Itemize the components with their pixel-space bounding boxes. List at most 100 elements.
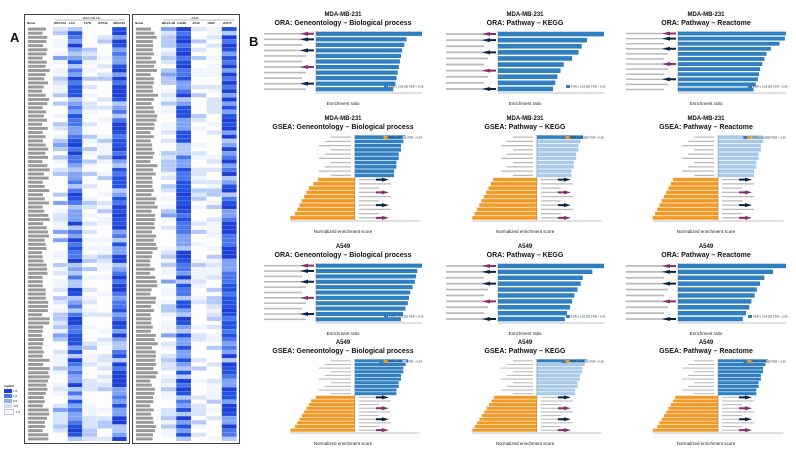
heatmap-cell bbox=[97, 113, 112, 119]
heatmap-cell bbox=[112, 118, 127, 123]
term-label bbox=[446, 75, 488, 78]
highlight-arrow-icon bbox=[662, 317, 676, 322]
heatmap-cell bbox=[97, 122, 112, 127]
heatmap-cell bbox=[206, 416, 222, 421]
term-label bbox=[626, 270, 668, 273]
chart-plot: FDR ≤ 0.05 FDR > 0.05 bbox=[290, 359, 422, 434]
chart-title: ORA: Pathway – Reactome bbox=[661, 20, 751, 27]
legend-label: FDR > 0.05 bbox=[773, 315, 788, 319]
highlight-arrow-icon bbox=[557, 215, 571, 220]
heatmap-cell bbox=[82, 316, 97, 321]
heatmap-cell bbox=[191, 151, 207, 156]
heatmap-cell bbox=[221, 180, 237, 185]
heatmap-cell bbox=[206, 142, 222, 148]
bar bbox=[672, 177, 719, 182]
heatmap-legend: log2FC 1.5 1.0 0.5 -0.5 -1.0 bbox=[4, 384, 26, 415]
heatmap-cell bbox=[67, 275, 83, 280]
legend-item-2: 1.0 bbox=[4, 394, 26, 399]
heatmap-cell bbox=[221, 76, 237, 81]
heatmap-cell bbox=[82, 358, 97, 363]
heatmap-cell bbox=[206, 262, 222, 268]
heatmap-cell bbox=[161, 184, 176, 189]
term-label bbox=[694, 161, 715, 164]
term-label bbox=[694, 393, 715, 395]
heatmap-cell bbox=[176, 333, 191, 338]
heatmap-cell bbox=[176, 378, 191, 384]
heatmap-cell bbox=[221, 271, 237, 276]
fdr-legend: FDR ≤ 0.05 FDR > 0.05 bbox=[379, 360, 422, 364]
heatmap-cell bbox=[112, 403, 127, 408]
heatmap-cell bbox=[176, 171, 191, 177]
heatmap-cell bbox=[97, 101, 112, 106]
heatmap-cell bbox=[191, 142, 207, 148]
heatmap-cell bbox=[161, 354, 176, 359]
heatmap-cell bbox=[206, 287, 222, 292]
heatmap-cell bbox=[206, 31, 222, 36]
legend-item-label: 0.5 bbox=[13, 399, 18, 403]
term-label bbox=[722, 195, 755, 198]
chart-a549-ora-go: A549 ORA: Geneontology – Biological proce… bbox=[258, 244, 428, 340]
term-label bbox=[264, 313, 310, 315]
bar bbox=[313, 182, 355, 186]
highlight-arrow-icon bbox=[739, 203, 753, 208]
heatmap-cell bbox=[97, 134, 112, 139]
term-label bbox=[358, 400, 391, 402]
heatmap-cell bbox=[221, 312, 237, 317]
heatmap-cell bbox=[97, 142, 112, 148]
heatmap-cell bbox=[176, 68, 191, 73]
heatmap-cell bbox=[191, 403, 207, 408]
heatmap-cell bbox=[221, 142, 237, 148]
heatmap-cell bbox=[221, 188, 237, 193]
term-label bbox=[540, 187, 561, 189]
heatmap-cell bbox=[112, 308, 127, 313]
heatmap-cell bbox=[67, 358, 83, 363]
heatmap-cell bbox=[67, 151, 83, 156]
highlight-arrow-icon bbox=[557, 177, 571, 182]
heatmap-cell bbox=[82, 362, 97, 367]
bar bbox=[659, 203, 719, 207]
heatmap-cell bbox=[161, 345, 176, 350]
bar bbox=[488, 186, 537, 190]
highlight-arrow-icon bbox=[739, 177, 753, 182]
heatmap-cell bbox=[112, 362, 127, 367]
term-label bbox=[264, 55, 306, 57]
heatmap-cell bbox=[53, 366, 68, 371]
heatmap-cell bbox=[221, 147, 237, 152]
term-label bbox=[358, 212, 379, 215]
heatmap-cell bbox=[112, 329, 127, 334]
highlight-arrow-icon bbox=[375, 215, 389, 220]
bar bbox=[672, 399, 719, 403]
heatmap-cell bbox=[206, 420, 222, 425]
heatmap-cell bbox=[67, 283, 83, 288]
bar bbox=[718, 362, 766, 367]
heatmap-cell bbox=[176, 238, 191, 243]
heatmap-cell bbox=[206, 171, 222, 177]
heatmap-cell bbox=[206, 424, 222, 429]
term-label bbox=[330, 161, 351, 164]
heatmap-cell bbox=[82, 403, 97, 408]
heatmap-cell bbox=[206, 93, 222, 98]
heatmap-cell bbox=[82, 312, 97, 317]
heatmap-cell bbox=[206, 275, 222, 280]
heatmap-cell bbox=[176, 93, 191, 98]
heatmap-cell bbox=[112, 387, 127, 392]
heatmap-cell bbox=[67, 354, 83, 359]
heatmap-cell bbox=[161, 238, 176, 243]
heatmap-cell bbox=[191, 262, 207, 268]
legend-label: FDR ≤ 0.05 bbox=[571, 315, 586, 319]
heatmap-column-header: Name bbox=[27, 21, 36, 25]
heatmap-cell bbox=[191, 341, 207, 346]
heatmap-cell bbox=[206, 138, 222, 143]
heatmap-cell bbox=[206, 126, 222, 131]
heatmap-cell bbox=[82, 196, 97, 201]
heatmap-cell bbox=[206, 250, 222, 255]
chart-cell-line: MDA-MB-231 bbox=[324, 116, 362, 122]
heatmap-cell bbox=[191, 383, 207, 388]
chart-a549-ora-kegg: A549 ORA: Pathway – KEGG FDR ≤ 0.05 FDR > 0… bbox=[440, 244, 610, 340]
heatmap-cell bbox=[53, 209, 68, 214]
bar bbox=[316, 31, 422, 36]
heatmap-cell bbox=[206, 341, 222, 346]
heatmap-cell bbox=[191, 72, 207, 77]
